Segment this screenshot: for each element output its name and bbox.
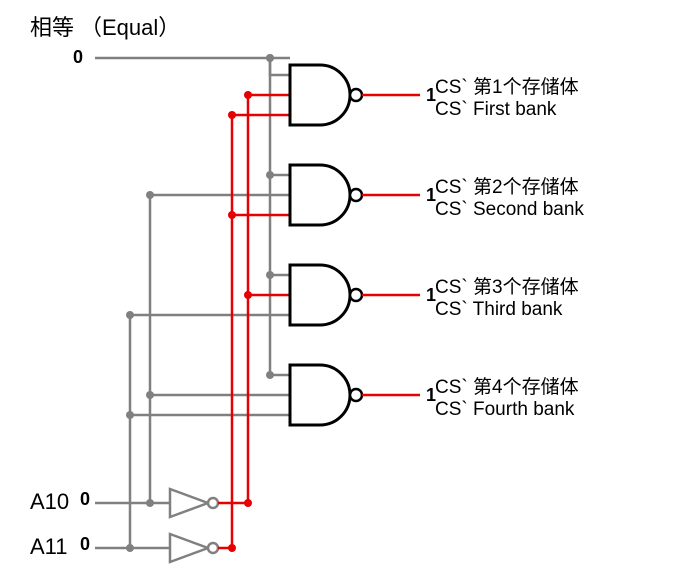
equal-label-en: （Equal） [80, 15, 180, 40]
nand-4-label-cn: CS` 第4个存储体 [435, 376, 579, 398]
not-a10 [170, 489, 208, 517]
not-a11 [170, 534, 208, 562]
a10-value: 0 [80, 489, 90, 509]
nand-2-label-cn: CS` 第2个存储体 [435, 176, 579, 198]
nand-2-label-en: CS` Second bank [435, 199, 584, 220]
nand-1-label-en: CS` First bank [435, 99, 557, 120]
equal-value: 0 [73, 47, 83, 67]
a10-label: A10 [30, 489, 69, 514]
equal-label-cn: 相等 [30, 15, 74, 40]
a11-value: 0 [80, 534, 90, 554]
nand-2 [290, 165, 350, 225]
a11-inv-bus [218, 115, 232, 548]
nand-1-label-cn: CS` 第1个存储体 [435, 76, 579, 98]
nand-4 [290, 365, 350, 425]
a11-label: A11 [30, 534, 68, 559]
nand-4-label-en: CS` Fourth bank [435, 399, 575, 420]
nand-3-label-cn: CS` 第3个存储体 [435, 276, 579, 298]
circuit-diagram: 相等（Equal）0A100A1101CS` 第1个存储体CS` First b… [0, 0, 675, 587]
nand-3 [290, 265, 350, 325]
nand-1 [290, 65, 350, 125]
nand-3-label-en: CS` Third bank [435, 299, 563, 320]
